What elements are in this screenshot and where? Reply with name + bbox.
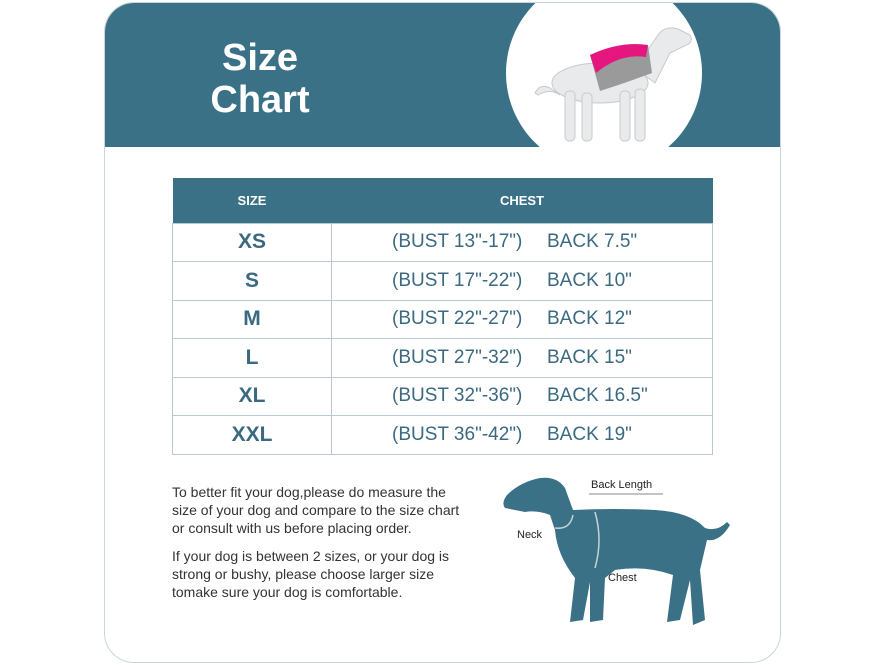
bust-value: (BUST 27"-32")	[392, 346, 523, 368]
table-header-row: SIZE CHEST	[172, 178, 713, 223]
size-cell: XS	[172, 222, 332, 262]
size-cell: M	[172, 299, 332, 339]
size-cell: L	[172, 338, 332, 378]
title-line-2: Chart	[210, 79, 310, 121]
table-row: XL (BUST 32"-36") BACK 16.5"	[172, 376, 713, 416]
table-row: L (BUST 27"-32") BACK 15"	[172, 338, 713, 378]
neck-label: Neck	[517, 529, 543, 541]
dog-mannequin-with-vest-image	[534, 27, 692, 142]
page-title: Size Chart	[205, 37, 315, 121]
chest-cell: (BUST 22"-27") BACK 12"	[331, 299, 713, 339]
back-value: BACK 16.5"	[547, 385, 648, 407]
chest-label: Chest	[608, 572, 637, 584]
size-cell: XXL	[172, 415, 332, 455]
header-chest: CHEST	[331, 178, 713, 223]
size-table: SIZE CHEST XS (BUST 13"-17") BACK 7.5" S (B…	[172, 178, 713, 455]
measurement-diagram: Back Length Neck Chest	[495, 470, 735, 655]
back-value: BACK 15"	[547, 346, 632, 368]
back-length-label: Back Length	[591, 479, 653, 491]
header-size: SIZE	[172, 178, 332, 223]
chest-cell: (BUST 36"-42") BACK 19"	[331, 415, 713, 455]
dog-silhouette-icon	[503, 477, 730, 625]
back-value: BACK 12"	[547, 308, 632, 330]
table-row: M (BUST 22"-27") BACK 12"	[172, 299, 713, 339]
bust-value: (BUST 13"-17")	[392, 231, 523, 253]
fit-notes: To better fit your dog,please do measure…	[172, 483, 472, 611]
size-cell: S	[172, 261, 332, 301]
back-value: BACK 10"	[547, 269, 632, 291]
chest-cell: (BUST 32"-36") BACK 16.5"	[331, 376, 713, 416]
bust-value: (BUST 32"-36")	[392, 385, 523, 407]
table-row: XS (BUST 13"-17") BACK 7.5"	[172, 222, 713, 262]
title-line-1: Size	[221, 37, 299, 79]
back-value: BACK 19"	[547, 423, 632, 445]
table-row: S (BUST 17"-22") BACK 10"	[172, 261, 713, 301]
chest-cell: (BUST 17"-22") BACK 10"	[331, 261, 713, 301]
note-measure: To better fit your dog,please do measure…	[172, 484, 460, 536]
bust-value: (BUST 17"-22")	[392, 269, 523, 291]
bust-value: (BUST 22"-27")	[392, 308, 523, 330]
note-between-sizes: If your dog is between 2 sizes, or your …	[172, 548, 450, 600]
bust-value: (BUST 36"-42")	[392, 423, 523, 445]
back-value: BACK 7.5"	[547, 231, 638, 253]
chest-cell: (BUST 27"-32") BACK 15"	[331, 338, 713, 378]
table-row: XXL (BUST 36"-42") BACK 19"	[172, 415, 713, 455]
size-cell: XL	[172, 376, 332, 416]
chest-cell: (BUST 13"-17") BACK 7.5"	[331, 222, 713, 262]
